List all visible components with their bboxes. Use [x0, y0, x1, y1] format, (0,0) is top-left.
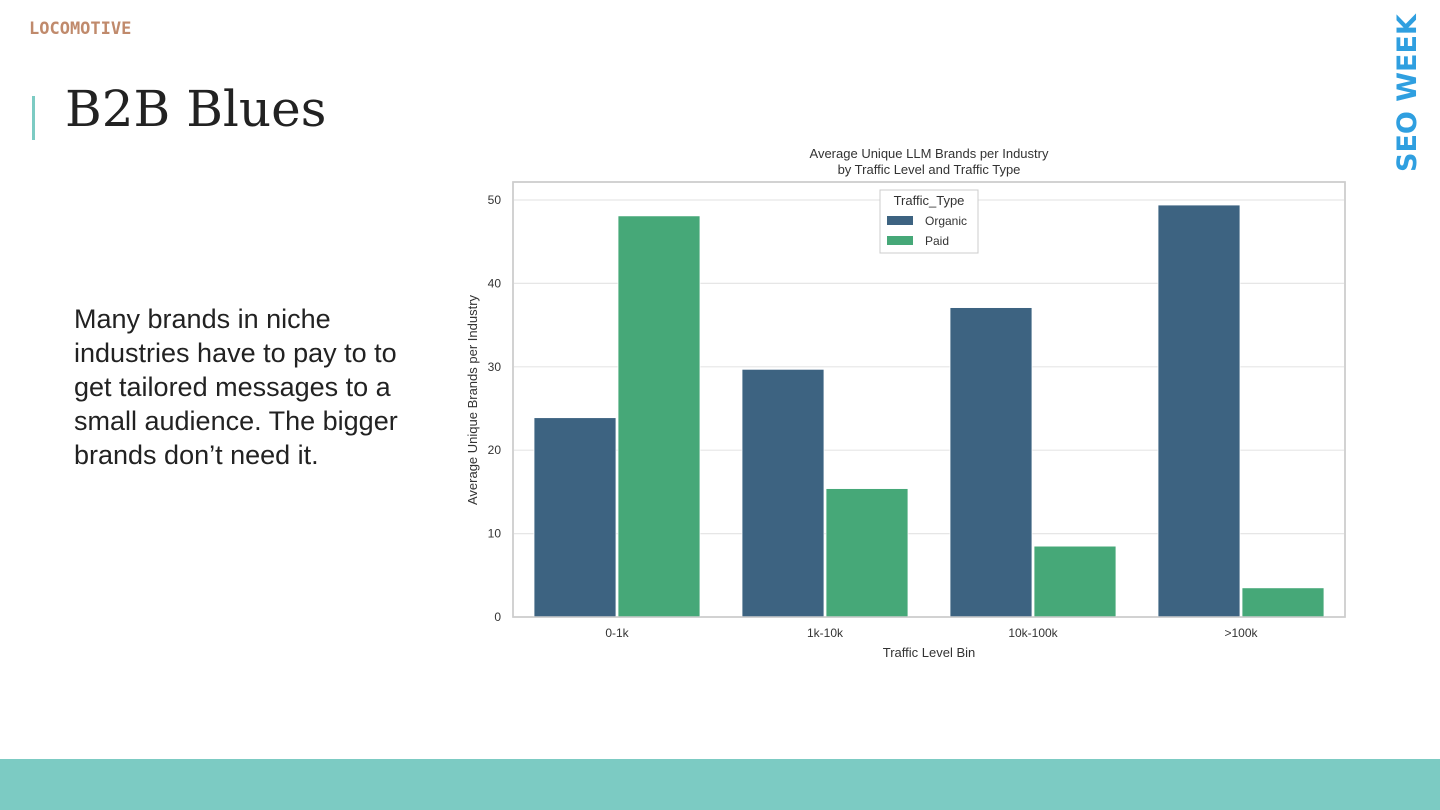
bar-organic-2	[949, 307, 1033, 618]
body-text: Many brands in niche industries have to …	[74, 304, 398, 470]
seo-week-logo: SEO WEEK	[1392, 14, 1423, 172]
chart-title: Average Unique LLM Brands per Industry	[810, 146, 1049, 161]
legend-swatch-organic	[887, 216, 913, 225]
x-axis-label: Traffic Level Bin	[883, 645, 976, 660]
y-tick-label: 40	[488, 276, 502, 290]
y-tick-label: 10	[488, 527, 502, 541]
y-tick-label: 0	[494, 610, 501, 624]
plot-frame	[512, 181, 1346, 618]
legend-swatch-paid	[887, 236, 913, 245]
y-axis-label: Average Unique Brands per Industry	[465, 294, 480, 505]
bars	[512, 181, 1346, 618]
bar-organic-0	[533, 417, 617, 618]
tick-labels: 0 10 20 30 40 50 0-1k 1k-10k 10k-100k >100k	[488, 193, 1259, 640]
y-tick-label: 30	[488, 360, 502, 374]
title-accent-bar	[32, 96, 35, 140]
page-title: B2B Blues	[65, 80, 327, 138]
x-tick-label: 10k-100k	[1008, 626, 1058, 640]
bar-paid-2	[1033, 545, 1117, 618]
legend-label-organic: Organic	[925, 214, 967, 228]
legend-label-paid: Paid	[925, 234, 949, 248]
bar-chart: Average Unique LLM Brands per Industry b…	[465, 146, 1346, 660]
footer-bar	[0, 759, 1440, 810]
locomotive-logo: LOCOMOTIVE	[29, 19, 132, 39]
legend-title: Traffic_Type	[894, 193, 965, 208]
x-tick-label: 1k-10k	[807, 626, 844, 640]
bar-paid-3	[1241, 587, 1325, 618]
y-tick-label: 20	[488, 443, 502, 457]
bar-paid-0	[617, 215, 701, 618]
chart-subtitle: by Traffic Level and Traffic Type	[838, 162, 1021, 177]
bar-organic-1	[741, 368, 825, 618]
legend: Traffic_Type Organic Paid	[879, 189, 979, 254]
bar-paid-1	[825, 488, 909, 618]
bar-organic-3	[1157, 204, 1241, 618]
x-tick-label: >100k	[1224, 626, 1258, 640]
y-tick-label: 50	[488, 193, 502, 207]
x-tick-label: 0-1k	[605, 626, 629, 640]
